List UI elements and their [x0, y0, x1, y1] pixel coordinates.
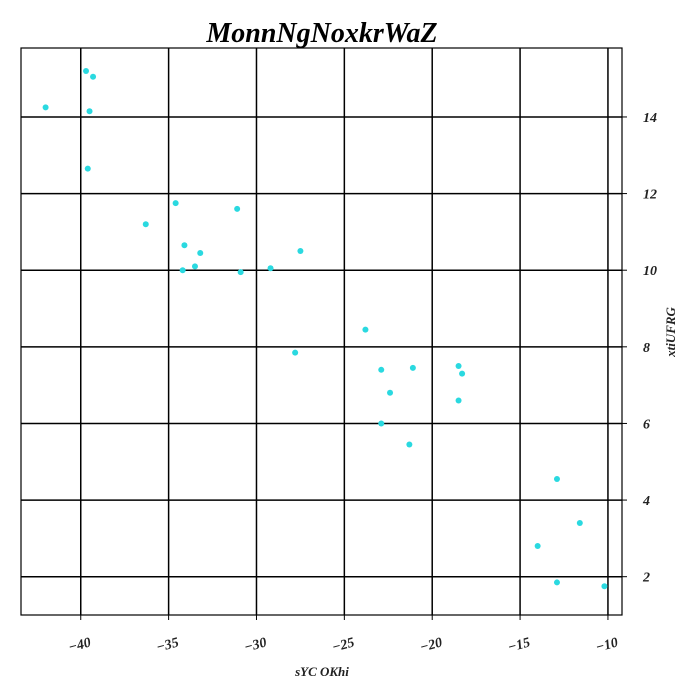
x-tick-label: −25: [331, 635, 357, 655]
data-point: [234, 205, 241, 212]
data-point: [553, 579, 560, 586]
data-point: [378, 420, 385, 427]
chart-title: MonnNgNoxkrWaZ: [205, 18, 437, 49]
data-point: [267, 265, 274, 272]
data-point: [197, 249, 204, 256]
data-point: [297, 248, 304, 255]
data-point: [292, 349, 299, 356]
data-point: [534, 543, 541, 550]
plot-frame: [20, 47, 623, 616]
y-tick-label: 2: [642, 571, 650, 586]
data-point: [142, 221, 149, 228]
y-axis-label: xtiUFRG: [663, 306, 678, 357]
data-point: [42, 104, 49, 111]
data-points: [42, 67, 608, 590]
data-point: [83, 67, 90, 74]
grid-lines: [21, 48, 622, 615]
x-tick-label: −15: [506, 635, 532, 655]
data-point: [387, 389, 394, 396]
data-point: [378, 366, 385, 373]
x-tick-label: −35: [155, 635, 181, 655]
data-point: [553, 475, 560, 482]
data-point: [455, 362, 462, 369]
data-point: [179, 267, 186, 274]
x-axis-label: sYC OKhi: [294, 664, 349, 679]
x-tick-label: −10: [594, 635, 620, 655]
data-point: [86, 108, 93, 115]
y-tick-label: 12: [643, 188, 657, 203]
data-point: [455, 397, 462, 404]
data-point: [181, 242, 188, 249]
data-point: [459, 370, 466, 377]
data-point: [237, 269, 244, 276]
y-tick-label: 6: [643, 417, 650, 432]
y-tick-label: 8: [643, 341, 650, 356]
data-point: [362, 326, 369, 333]
data-point: [191, 263, 198, 270]
y-tick-label: 10: [643, 264, 657, 279]
data-point: [409, 364, 416, 371]
x-tick-label: −40: [67, 635, 93, 655]
data-point: [601, 583, 608, 590]
y-tick-label: 14: [643, 111, 657, 126]
y-tick-label: 4: [642, 494, 650, 509]
x-tick-label: −20: [419, 635, 445, 655]
data-point: [172, 200, 179, 207]
axis-ticks: −40 −35 −30 −25 −20 −15 −10 2 4 6 8 10 12 14: [67, 111, 657, 656]
data-point: [90, 73, 97, 80]
data-point: [84, 165, 91, 172]
data-point: [576, 520, 583, 527]
data-point: [406, 441, 413, 448]
x-tick-label: −30: [243, 635, 269, 655]
